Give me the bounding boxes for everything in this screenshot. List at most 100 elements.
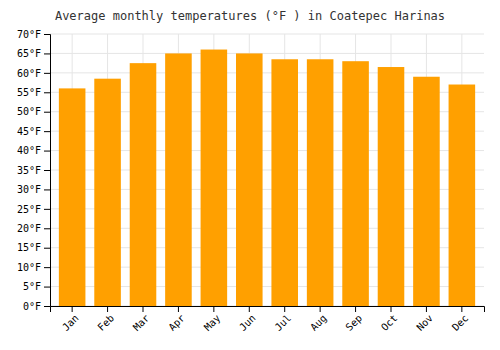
tick-label: Sep <box>344 312 365 333</box>
tick-mark <box>44 209 50 210</box>
tick-mark <box>391 306 392 312</box>
tick-mark <box>44 267 50 268</box>
tick-label: 10°F <box>17 262 41 273</box>
tick: Jul <box>273 306 294 333</box>
tick-mark <box>461 306 462 312</box>
tick-label: 30°F <box>17 184 41 195</box>
title: Average monthly temperatures (°F ) in Co… <box>55 9 445 23</box>
bar <box>59 88 86 306</box>
tick-label: 5°F <box>23 281 41 292</box>
bar <box>130 63 157 306</box>
grid-line <box>50 34 484 35</box>
tick-label: Mar <box>131 312 152 333</box>
tick-mark <box>107 306 108 312</box>
tick-label: Apr <box>166 312 187 333</box>
grid <box>50 34 484 306</box>
tick-label: Feb <box>96 312 117 333</box>
tick-label: Jun <box>237 312 258 333</box>
bar <box>236 53 263 306</box>
tick: 5°F <box>23 281 50 292</box>
tick-label: Aug <box>308 312 329 333</box>
tick-label: 35°F <box>17 165 41 176</box>
tick: 65°F <box>17 48 50 59</box>
tick-label: 50°F <box>17 106 41 117</box>
tick-label: Nov <box>414 312 435 333</box>
tick: 55°F <box>17 87 50 98</box>
tick: 10°F <box>17 262 50 273</box>
tick-mark <box>44 306 50 307</box>
tick: Feb <box>96 306 117 333</box>
chart: 0°F 5°F 10°F 15°F 20°F 25°F 30°F 35°F 40°F 45°F 50… <box>0 0 500 350</box>
tick-mark <box>44 34 50 35</box>
tick: Aug <box>308 306 329 333</box>
grid-line <box>50 53 484 54</box>
bar <box>342 61 369 306</box>
bar <box>271 59 298 306</box>
bar <box>201 50 228 306</box>
axis-line <box>44 35 51 307</box>
tick-label: Dec <box>450 312 471 333</box>
tick: May <box>202 306 223 333</box>
tick-mark <box>44 287 50 288</box>
tick: 45°F <box>17 126 50 137</box>
tick-mark <box>178 306 179 312</box>
tick-label: Oct <box>379 312 400 333</box>
y-axis: 0°F 5°F 10°F 15°F 20°F 25°F 30°F 35°F 40°F 45°F 50… <box>17 29 51 312</box>
bar <box>413 77 440 306</box>
bar <box>307 59 334 306</box>
tick: 20°F <box>17 223 50 234</box>
axis-line <box>51 307 485 313</box>
tick-label: 20°F <box>17 223 41 234</box>
tick-mark <box>426 306 427 312</box>
tick: Apr <box>166 306 187 333</box>
bar <box>378 67 405 306</box>
tick-label: Jan <box>60 312 81 333</box>
tick-label: May <box>202 312 223 333</box>
bar <box>165 53 192 306</box>
tick-label: 0°F <box>23 301 41 312</box>
tick: Jun <box>237 306 258 333</box>
tick: Nov <box>414 306 435 333</box>
tick-mark <box>355 306 356 312</box>
tick-mark <box>44 112 50 113</box>
tick: 35°F <box>17 165 50 176</box>
tick-mark <box>44 151 50 152</box>
bar <box>94 79 121 306</box>
tick: 40°F <box>17 145 50 156</box>
tick: 60°F <box>17 68 50 79</box>
tick-label: 70°F <box>17 29 41 40</box>
tick: Sep <box>344 306 365 333</box>
tick-mark <box>44 92 50 93</box>
tick-mark <box>249 306 250 312</box>
tick-mark <box>44 228 50 229</box>
tick-mark <box>44 53 50 54</box>
x-axis: Jan Feb Mar Apr May Jun Jul Aug Sep Oct Nov Dec <box>51 306 485 333</box>
tick-label: 60°F <box>17 68 41 79</box>
tick-label: 25°F <box>17 204 41 215</box>
tick-mark <box>320 306 321 312</box>
tick-mark <box>213 306 214 312</box>
tick-label: 15°F <box>17 242 41 253</box>
tick: Mar <box>131 306 152 333</box>
tick: 70°F <box>17 29 50 40</box>
plot: 0°F 5°F 10°F 15°F 20°F 25°F 30°F 35°F 40°F 45°F 50… <box>17 29 485 333</box>
tick: 15°F <box>17 242 50 253</box>
tick: Oct <box>379 306 400 333</box>
tick-mark <box>44 73 50 74</box>
tick: 0°F <box>23 301 50 312</box>
tick-label: 45°F <box>17 126 41 137</box>
tick-mark <box>44 189 50 190</box>
tick-mark <box>44 248 50 249</box>
tick-mark <box>284 306 285 312</box>
bar <box>449 85 476 306</box>
tick: 30°F <box>17 184 50 195</box>
tick: Dec <box>450 306 471 333</box>
tick-mark <box>72 306 73 312</box>
bars <box>59 50 475 306</box>
tick: Jan <box>60 306 81 333</box>
tick-label: 65°F <box>17 48 41 59</box>
tick-mark <box>44 131 50 132</box>
tick-label: 55°F <box>17 87 41 98</box>
tick-label: Jul <box>273 312 294 333</box>
grid-line <box>50 72 484 73</box>
